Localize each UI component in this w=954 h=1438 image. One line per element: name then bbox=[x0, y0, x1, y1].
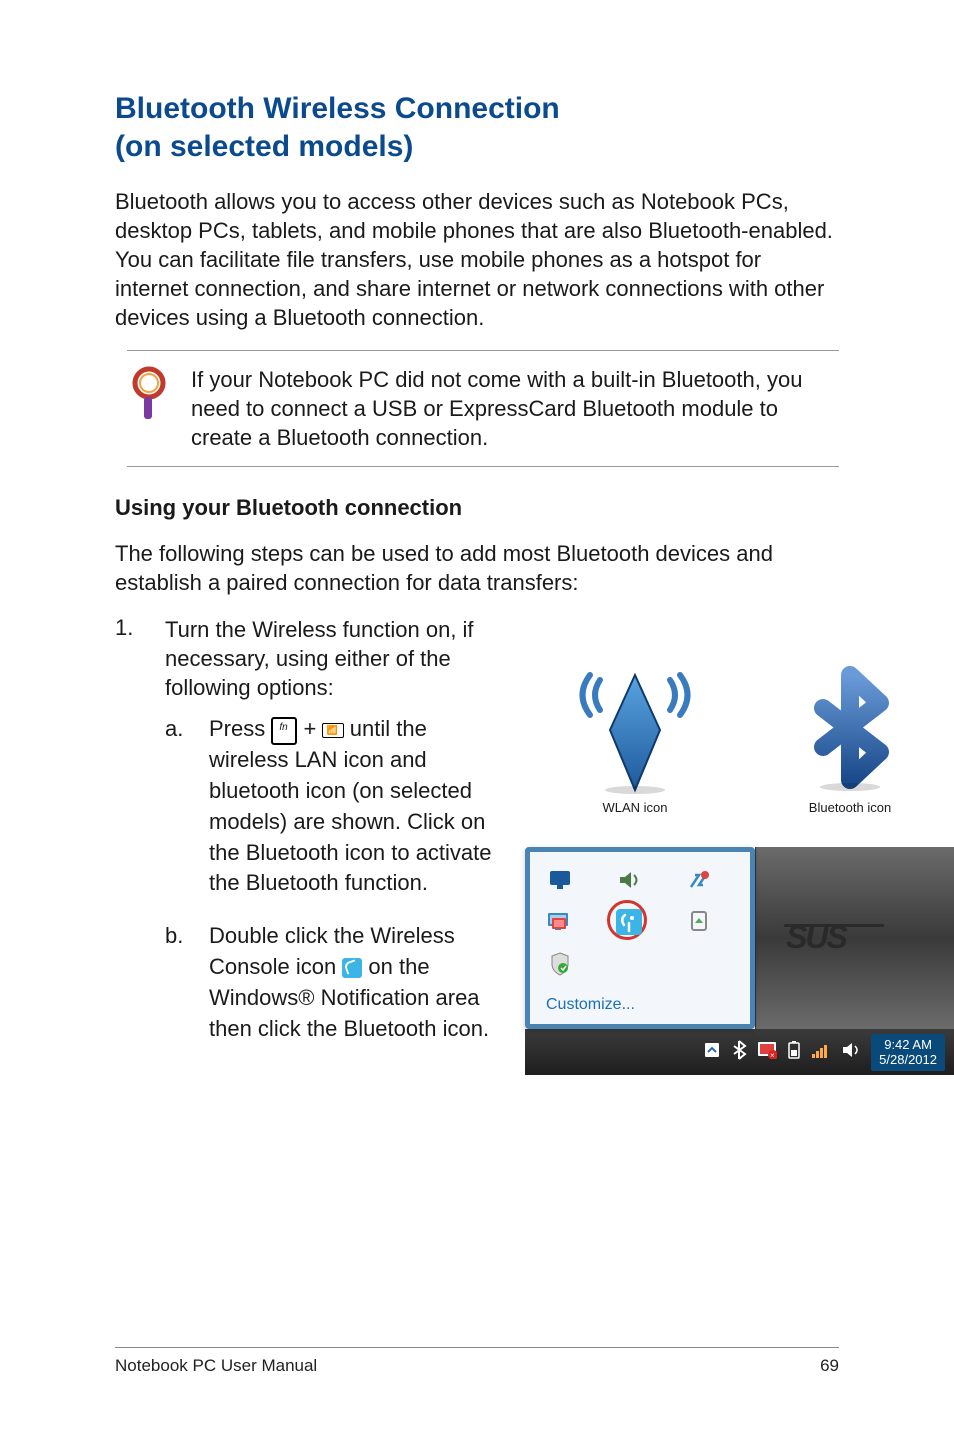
info-callout: If your Notebook PC did not come with a … bbox=[127, 350, 839, 467]
tray-volume-icon[interactable] bbox=[615, 866, 643, 894]
step-b: b. Double click the Wireless Console ico… bbox=[165, 921, 495, 1044]
notification-tray-popup: Customize... bbox=[525, 847, 755, 1029]
tray-shield-icon[interactable] bbox=[546, 950, 574, 978]
page-footer: Notebook PC User Manual 69 bbox=[115, 1347, 839, 1376]
wlan-icon-label: WLAN icon bbox=[575, 800, 695, 815]
step-a-letter: a. bbox=[165, 714, 209, 899]
taskbar-battery-icon[interactable] bbox=[787, 1040, 801, 1065]
wireless-console-icon bbox=[342, 958, 362, 978]
tray-wireless-console-icon[interactable] bbox=[615, 908, 643, 936]
taskbar-show-hidden-icon[interactable] bbox=[703, 1041, 721, 1064]
step-b-letter: b. bbox=[165, 921, 209, 1044]
wireless-key-icon: 📶 bbox=[322, 723, 343, 738]
tray-monitor-icon[interactable] bbox=[546, 908, 574, 936]
taskbar: × 9:42 AM 5/28/2012 bbox=[525, 1029, 954, 1075]
step-1: 1. Turn the Wireless function on, if nec… bbox=[115, 615, 495, 1044]
wlan-icon bbox=[575, 665, 695, 795]
taskbar-flag-icon[interactable]: × bbox=[757, 1041, 777, 1064]
clock-time: 9:42 AM bbox=[879, 1037, 937, 1053]
step-1-text: Turn the Wireless function on, if necess… bbox=[165, 617, 474, 700]
step-a: a. Press fn + 📶 until the wireless LAN i… bbox=[165, 714, 495, 899]
heading-line-2: (on selected models) bbox=[115, 130, 413, 163]
taskbar-volume-icon[interactable] bbox=[841, 1041, 861, 1064]
fn-key-icon: fn bbox=[271, 717, 297, 745]
footer-page-number: 69 bbox=[820, 1356, 839, 1376]
tray-unknown-icon[interactable] bbox=[546, 866, 574, 894]
heading-line-1: Bluetooth Wireless Connection bbox=[115, 92, 560, 125]
bluetooth-icon bbox=[795, 665, 905, 795]
tray-eject-icon[interactable] bbox=[685, 908, 713, 936]
clock-date: 5/28/2012 bbox=[879, 1052, 937, 1068]
magnifier-icon bbox=[127, 365, 171, 423]
footer-title: Notebook PC User Manual bbox=[115, 1356, 317, 1376]
customize-link[interactable]: Customize... bbox=[546, 996, 734, 1014]
step-1-number: 1. bbox=[115, 615, 165, 1044]
step-a-text: Press fn + 📶 until the wireless LAN icon… bbox=[209, 714, 495, 899]
wireless-icons-row: WLAN icon Bluetooth icon bbox=[525, 665, 954, 815]
bluetooth-icon-label: Bluetooth icon bbox=[795, 800, 905, 815]
intro-paragraph: Bluetooth allows you to access other dev… bbox=[115, 187, 839, 332]
subheading: Using your Bluetooth connection bbox=[115, 495, 839, 521]
taskbar-bluetooth-icon[interactable] bbox=[731, 1040, 747, 1065]
taskbar-clock[interactable]: 9:42 AM 5/28/2012 bbox=[871, 1034, 945, 1071]
intro2-paragraph: The following steps can be used to add m… bbox=[115, 539, 839, 597]
svg-text:×: × bbox=[770, 1051, 775, 1059]
taskbar-network-icon[interactable] bbox=[811, 1041, 831, 1064]
callout-text: If your Notebook PC did not come with a … bbox=[191, 365, 839, 452]
page-heading: Bluetooth Wireless Connection (on select… bbox=[115, 90, 839, 165]
tray-disconnect-icon[interactable] bbox=[685, 866, 713, 894]
asus-logo: SUS bbox=[755, 847, 954, 1029]
step-b-text: Double click the Wireless Console icon o… bbox=[209, 921, 495, 1044]
